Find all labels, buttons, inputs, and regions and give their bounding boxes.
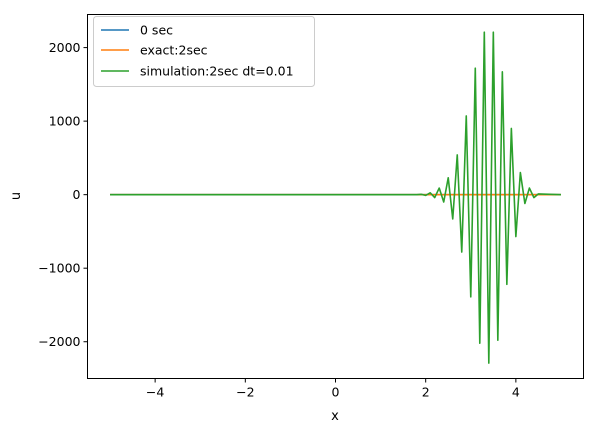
- legend-label-0-sec: 0 sec: [140, 23, 173, 38]
- y-tick-label: 2000: [49, 40, 81, 55]
- legend-label-exact-2sec: exact:2sec: [140, 43, 208, 58]
- y-tick-label: 1000: [49, 114, 81, 129]
- x-tick-label: −2: [236, 385, 254, 400]
- legend-box: [93, 16, 315, 87]
- ticks-layer: −4 −2 0 2 4 −2000 −1000 0 1000 2000: [38, 40, 520, 399]
- y-tick-label: 0: [73, 187, 81, 202]
- series-layer: [110, 31, 561, 364]
- x-tick-label: 2: [422, 385, 430, 400]
- legend-label-simulation: simulation:2sec dt=0.01: [140, 64, 294, 79]
- legend: 0 sec exact:2sec simulation:2sec dt=0.01: [93, 16, 315, 87]
- y-tick-label: −1000: [38, 261, 80, 276]
- x-axis-label: x: [331, 409, 339, 424]
- y-tick-label: −2000: [38, 334, 80, 349]
- x-tick-label: 4: [512, 385, 520, 400]
- series-line-simulation-2sec-dt-0-01: [110, 31, 561, 364]
- x-tick-label: 0: [332, 385, 340, 400]
- x-tick-label: −4: [146, 385, 164, 400]
- y-axis-label: u: [9, 192, 24, 200]
